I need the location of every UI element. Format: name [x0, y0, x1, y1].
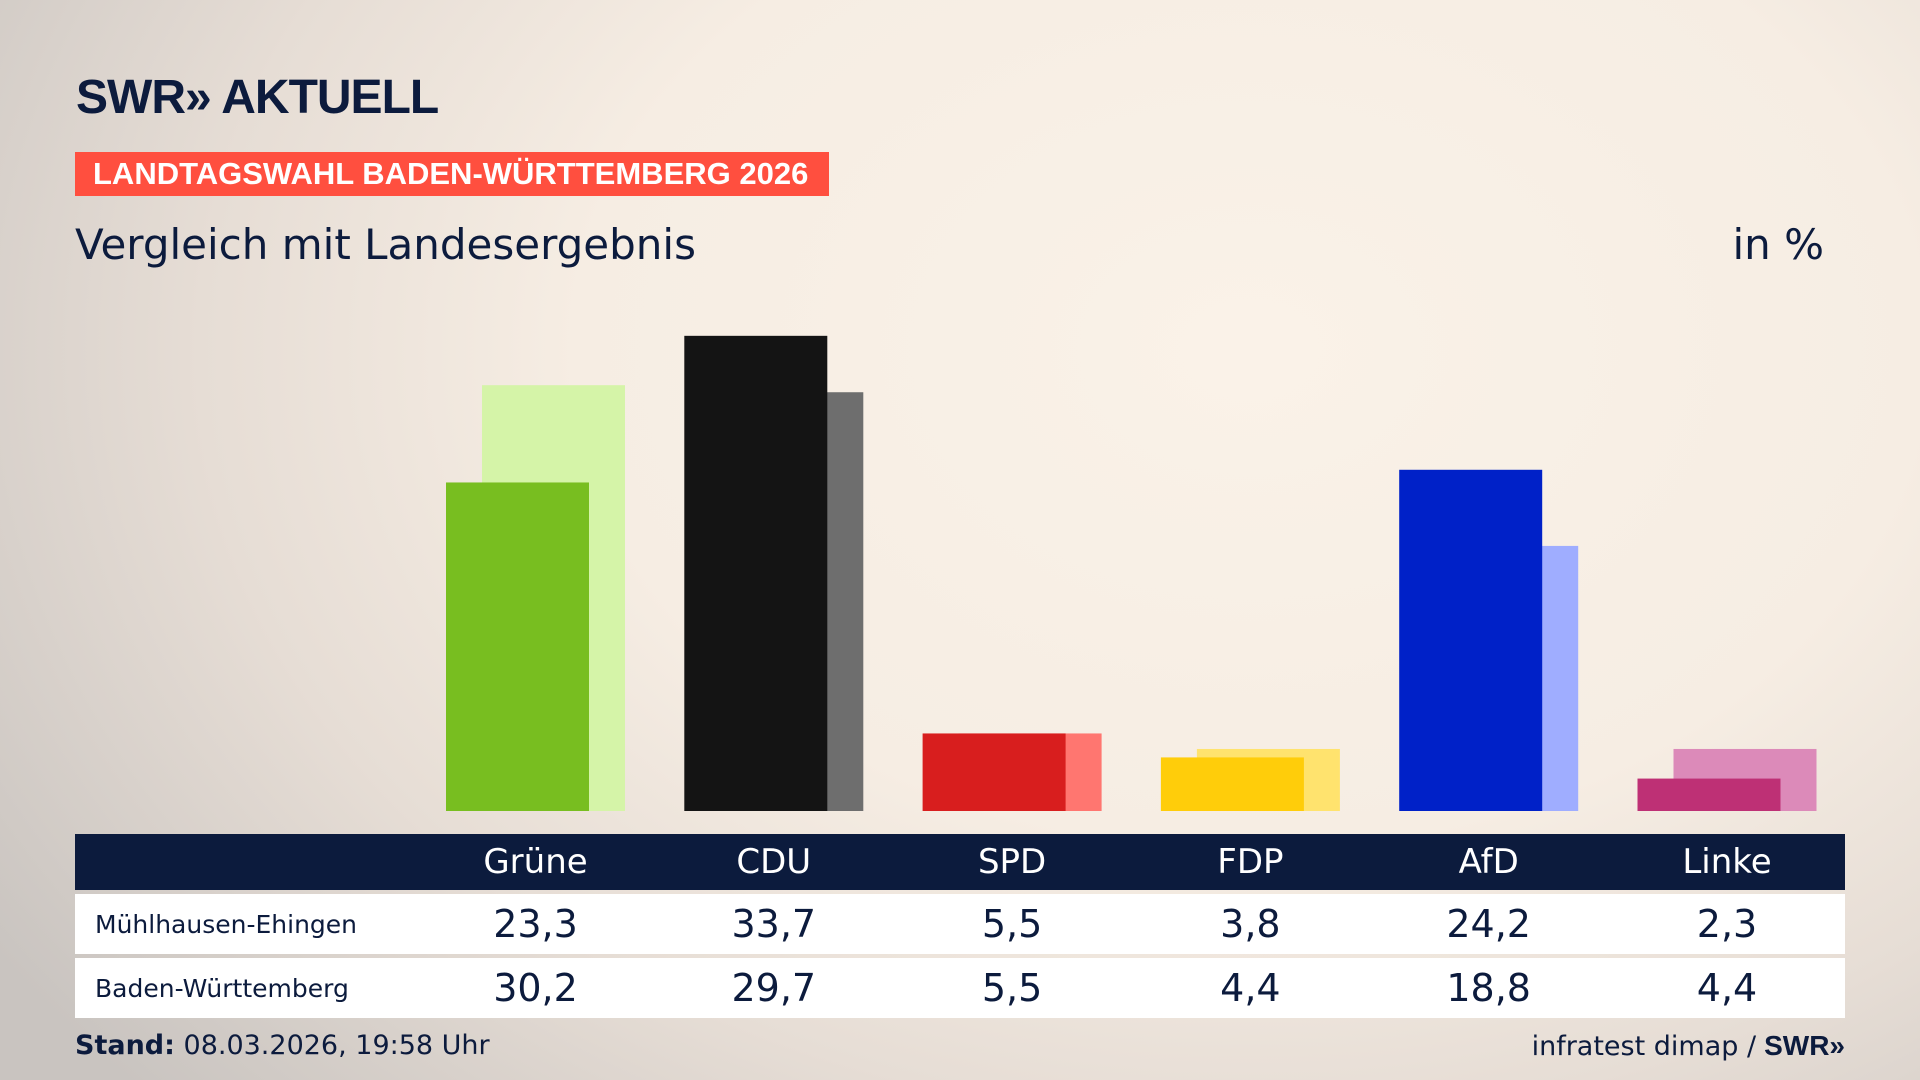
bar-afd-district [1399, 469, 1543, 811]
value-label: 29,7 [731, 966, 817, 1010]
stand-value: 08.03.2026, 19:58 Uhr [183, 1030, 490, 1061]
source-text: infratest dimap / [1531, 1030, 1757, 1062]
table-row: Mühlhausen-Ehingen 23,3 33,7 5,5 3,8 24,2 2,3 [75, 894, 1845, 954]
bar-gruene-district [446, 482, 589, 811]
value-label: 5,5 [981, 966, 1043, 1010]
value-label: 18,8 [1446, 966, 1531, 1010]
chart-subtitle: Vergleich mit Landesergebnis [75, 220, 696, 269]
swr-logo: SWR» [1764, 1030, 1845, 1061]
bar-spd-district [922, 733, 1066, 811]
row-label: Mühlhausen-Ehingen [95, 909, 358, 939]
timestamp: Stand: 08.03.2026, 19:58 Uhr [75, 1030, 490, 1061]
source: infratest dimap / SWR» [1532, 1030, 1845, 1062]
column-header: FDP [1217, 842, 1284, 882]
swr-aktuell-logo: SWR» AKTUELL [76, 70, 439, 125]
column-header: AfD [1458, 842, 1519, 882]
table-header: Grüne CDU SPD FDP AfD Linke [75, 834, 1845, 890]
value-label: 30,2 [493, 966, 578, 1010]
value-label: 3,8 [1220, 902, 1281, 946]
value-label: 5,5 [981, 902, 1043, 946]
bar-linke-district [1637, 778, 1781, 811]
value-label: 4,4 [1220, 966, 1281, 1010]
logo-text: SWR» AKTUELL [76, 71, 439, 124]
value-label: 33,7 [731, 902, 817, 946]
column-header: SPD [977, 842, 1047, 882]
column-header: Grüne [483, 842, 588, 882]
results-table: Grüne CDU SPD FDP AfD Linke Mühlhausen-Ehinge… [75, 834, 1845, 1018]
row-label: Baden-Württemberg [95, 973, 349, 1003]
unit-label: in % [1732, 220, 1824, 269]
election-banner: LANDTAGSWAHL BADEN-WÜRTTEMBERG 2026 [75, 152, 829, 196]
value-label: 23,3 [493, 902, 578, 946]
table-row: Baden-Württemberg 30,2 29,7 5,5 4,4 18,8 4,4 [75, 958, 1845, 1018]
column-header: CDU [736, 842, 812, 882]
bar-fdp-district [1160, 757, 1304, 811]
stand-label: Stand: [75, 1030, 175, 1061]
bar-chart [446, 335, 1817, 811]
value-label: 2,3 [1696, 902, 1758, 946]
column-header: Linke [1682, 842, 1772, 882]
value-label: 24,2 [1446, 902, 1531, 946]
bar-cdu-district [684, 335, 828, 811]
value-label: 4,4 [1696, 966, 1758, 1010]
